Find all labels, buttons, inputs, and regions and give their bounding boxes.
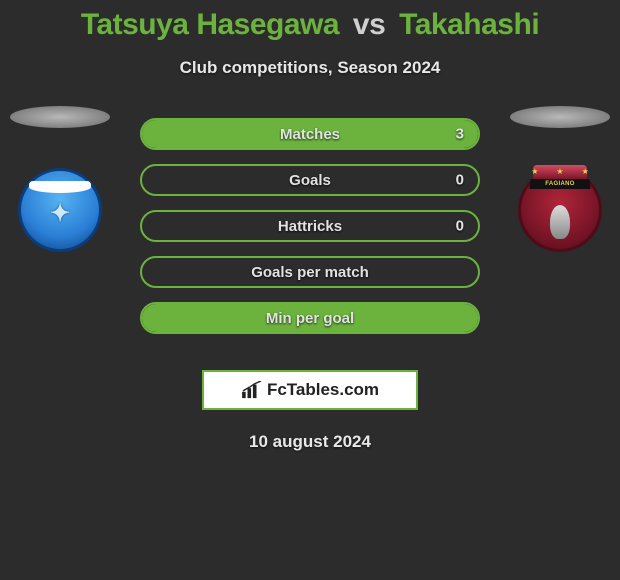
right-club-logo-icon: ★★★ FAGIANO — [518, 168, 602, 252]
stat-value-right: 3 — [456, 126, 464, 143]
right-club-banner: FAGIANO — [529, 179, 590, 189]
stat-value-right: 0 — [456, 218, 464, 235]
brand-box: FcTables.com — [202, 370, 418, 410]
stat-label: Hattricks — [278, 218, 342, 235]
stat-label: Min per goal — [266, 310, 354, 327]
vs-separator: vs — [353, 8, 385, 41]
left-club-name: YOKOHAMA — [40, 182, 80, 188]
stat-label: Matches — [280, 126, 340, 143]
comparison-title: Tatsuya Hasegawa vs Takahashi — [0, 0, 620, 42]
brand-text: FcTables.com — [267, 380, 379, 400]
player2-name: Takahashi — [399, 8, 539, 41]
stat-bar-goals-per-match: Goals per match — [140, 256, 480, 288]
stat-bar-min-per-goal: Min per goal — [140, 302, 480, 334]
bird-wing-icon: ✦ — [50, 199, 70, 228]
subtitle: Club competitions, Season 2024 — [0, 58, 620, 78]
stats-section: YOKOHAMA ✦ ★★★ FAGIANO Matches3Goals0Hat… — [0, 118, 620, 348]
ellipse-shadow-icon — [510, 106, 610, 128]
bar-chart-icon — [241, 381, 263, 399]
pheasant-icon — [550, 205, 570, 239]
left-club-column: YOKOHAMA ✦ — [0, 106, 120, 252]
stars-icon: ★★★ — [531, 167, 589, 176]
right-club-name: FAGIANO — [545, 181, 575, 187]
stat-bar-matches: Matches 3 — [140, 118, 480, 150]
stat-bar-hattricks: Hattricks 0 — [140, 210, 480, 242]
date-text: 10 august 2024 — [0, 432, 620, 452]
left-club-logo-icon: YOKOHAMA ✦ — [18, 168, 102, 252]
stat-bars: Matches 3 Goals 0 Hattricks 0 Goals per match M… — [140, 118, 480, 334]
stat-label: Goals — [289, 172, 331, 189]
ellipse-shadow-icon — [10, 106, 110, 128]
player1-name: Tatsuya Hasegawa — [81, 8, 339, 41]
right-club-column: ★★★ FAGIANO — [500, 106, 620, 252]
stat-bar-goals: Goals 0 — [140, 164, 480, 196]
stat-value-right: 0 — [456, 172, 464, 189]
stat-label: Goals per match — [251, 264, 369, 281]
